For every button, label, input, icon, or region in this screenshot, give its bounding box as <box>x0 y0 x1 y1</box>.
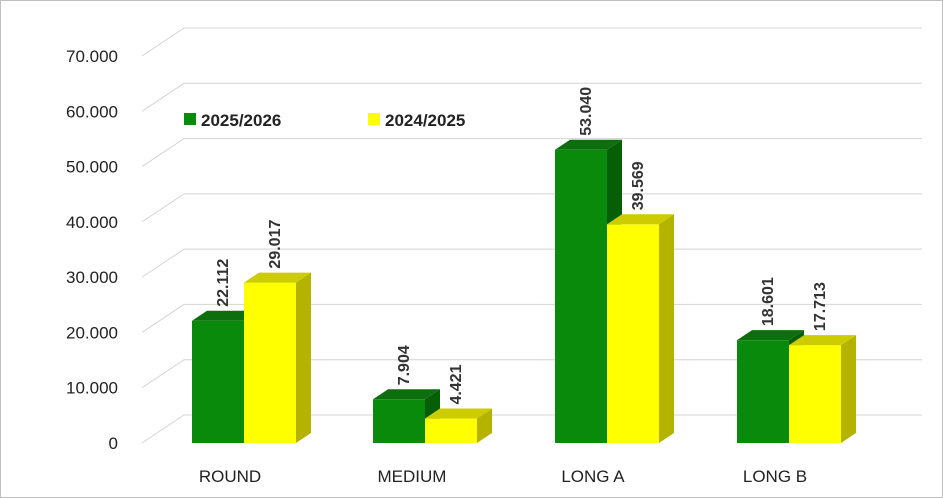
bar-top <box>425 408 492 419</box>
bar-top <box>192 310 259 321</box>
y-tick-label: 10.000 <box>66 379 118 398</box>
gridline <box>141 193 922 223</box>
x-category-label: MEDIUM <box>378 467 447 486</box>
data-labels: 22.112 29.017 7.904 4.421 53.040 39.569 18.601… <box>215 87 829 405</box>
y-tick-label: 30.000 <box>66 268 118 287</box>
bar-front <box>373 399 425 443</box>
y-tick-label: 40.000 <box>66 213 118 232</box>
y-tick-label: 70.000 <box>66 47 118 66</box>
data-label: 17.713 <box>812 282 829 331</box>
bar-long-a-series-1 <box>555 139 622 443</box>
x-axis: ROUND MEDIUM LONG A LONG B <box>199 467 807 486</box>
bar-top <box>789 335 856 346</box>
bar-top <box>373 389 440 400</box>
bar-long-b-series-2 <box>789 335 856 443</box>
legend-swatch-series-1 <box>184 113 196 125</box>
gridlines <box>141 27 922 444</box>
bar-front <box>192 320 244 443</box>
data-label: 18.601 <box>760 277 777 326</box>
data-label: 29.017 <box>267 220 284 269</box>
bar-front <box>737 340 789 443</box>
gridline <box>141 27 922 57</box>
y-tick-label: 20.000 <box>66 323 118 342</box>
legend: 2025/2026 2024/2025 <box>184 111 465 130</box>
bar-top <box>244 272 311 283</box>
bar-round-series-2 <box>244 272 311 443</box>
data-label: 7.904 <box>396 345 413 385</box>
data-label: 22.112 <box>215 259 232 307</box>
data-label: 53.040 <box>578 87 595 136</box>
x-category-label: LONG A <box>561 467 625 486</box>
bar-front <box>607 224 659 443</box>
bar-long-a-series-2 <box>607 214 674 443</box>
y-axis: 0 10.000 20.000 30.000 40.000 50.000 60.000 70.… <box>66 47 118 453</box>
data-label: 39.569 <box>630 161 647 210</box>
gridline <box>141 138 922 167</box>
bar-top <box>555 139 622 150</box>
bar-front <box>555 149 607 443</box>
y-tick-label: 50.000 <box>66 158 118 177</box>
y-tick-label: 0 <box>109 434 118 453</box>
x-category-label: ROUND <box>199 467 261 486</box>
bar-side <box>841 335 856 443</box>
bar-top <box>607 214 674 225</box>
y-tick-label: 60.000 <box>66 102 118 121</box>
legend-label-series-2: 2024/2025 <box>385 111 465 130</box>
bar-top <box>737 330 804 341</box>
bar-medium-series-2 <box>425 408 492 443</box>
bar-side <box>477 408 492 443</box>
bars <box>192 139 856 443</box>
bar-side <box>296 272 311 443</box>
x-category-label: LONG B <box>743 467 807 486</box>
bar-front <box>789 345 841 443</box>
bar-side <box>659 214 674 443</box>
bar-front <box>244 282 296 443</box>
bar-front <box>425 418 477 443</box>
gridline <box>141 303 922 333</box>
gridline <box>141 248 922 278</box>
data-label: 4.421 <box>448 364 465 404</box>
gridline <box>141 414 922 444</box>
legend-label-series-1: 2025/2026 <box>201 111 281 130</box>
gridline <box>141 359 922 389</box>
gridline <box>141 82 922 112</box>
legend-swatch-series-2 <box>368 113 380 125</box>
